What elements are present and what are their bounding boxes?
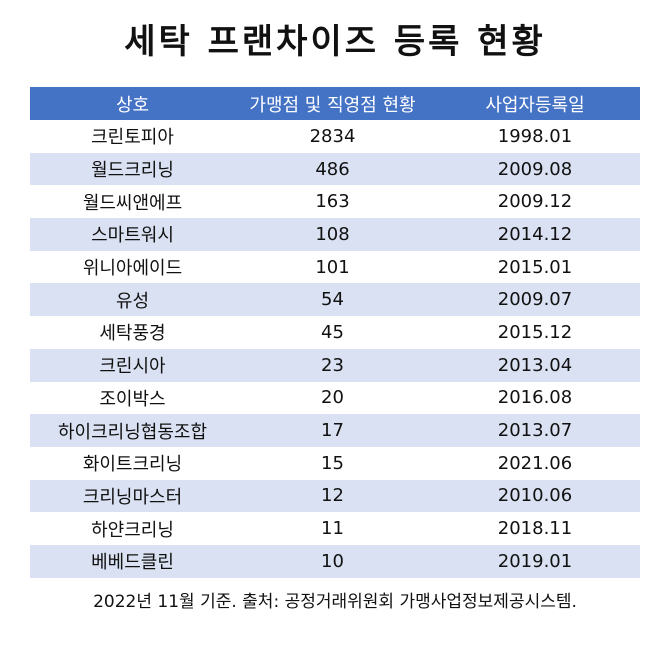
column-header-registration-date: 사업자등록일 xyxy=(485,94,585,116)
cell-registration-date: 2019.01 xyxy=(497,550,573,572)
cell-store-count: 11 xyxy=(321,518,344,540)
table-row: 월드크리닝 486 2009.08 xyxy=(30,152,640,186)
table-row: 월드씨앤에프 163 2009.12 xyxy=(30,185,640,218)
cell-company-name: 유성 xyxy=(115,290,150,312)
cell-company-name: 화이트크리닝 xyxy=(82,454,183,476)
column-header-name: 상호 xyxy=(115,94,150,116)
cell-company-name: 조이박스 xyxy=(99,388,166,410)
cell-store-count: 163 xyxy=(315,191,350,213)
table-row: 화이트크리닝 15 2021.06 xyxy=(30,447,640,480)
cell-registration-date: 1998.01 xyxy=(497,125,573,147)
cell-store-count: 486 xyxy=(315,158,350,180)
table-row: 베베드클린 10 2019.01 xyxy=(30,544,640,578)
cell-company-name: 크린시아 xyxy=(99,356,166,378)
cell-company-name: 하이크리닝협동조합 xyxy=(57,421,208,443)
table-row: 세탁풍경 45 2015.12 xyxy=(30,316,640,349)
column-header-stores: 가맹점 및 직영점 현황 xyxy=(249,94,416,116)
cell-store-count: 15 xyxy=(321,452,344,474)
cell-company-name: 크리닝마스터 xyxy=(82,486,183,508)
cell-company-name: 스마트워시 xyxy=(91,225,174,247)
cell-store-count: 17 xyxy=(321,420,344,442)
table-row: 하얀크리닝 11 2018.11 xyxy=(30,512,640,545)
cell-company-name: 월드씨앤에프 xyxy=(82,192,183,214)
cell-store-count: 20 xyxy=(321,387,344,409)
cell-store-count: 2834 xyxy=(309,125,356,147)
table-row: 유성 54 2009.07 xyxy=(30,283,640,317)
cell-registration-date: 2016.08 xyxy=(497,387,573,409)
cell-company-name: 하얀크리닝 xyxy=(91,519,174,541)
cell-store-count: 45 xyxy=(321,321,344,343)
table-row: 위니아에이드 101 2015.01 xyxy=(30,251,640,284)
cell-registration-date: 2013.07 xyxy=(497,420,573,442)
cell-registration-date: 2009.12 xyxy=(497,191,573,213)
cell-registration-date: 2015.01 xyxy=(497,256,573,278)
table-row: 하이크리닝협동조합 17 2013.07 xyxy=(30,414,640,447)
cell-registration-date: 2009.08 xyxy=(497,158,573,180)
table-row: 조이박스 20 2016.08 xyxy=(30,382,640,415)
source-note: 2022년 11월 기준. 출처: 공정거래위원회 가맹사업정보제공시스템. xyxy=(93,592,577,612)
cell-store-count: 54 xyxy=(321,289,344,311)
cell-registration-date: 2018.11 xyxy=(497,518,573,540)
cell-store-count: 108 xyxy=(315,223,350,245)
table-row: 크린토피아 2834 1998.01 xyxy=(30,120,640,153)
table-row: 크린시아 23 2013.04 xyxy=(30,348,640,382)
cell-registration-date: 2014.12 xyxy=(497,223,573,245)
table-header-row: 상호 가맹점 및 직영점 현황 사업자등록일 xyxy=(30,87,640,120)
table-row: 스마트워시 108 2014.12 xyxy=(30,218,640,251)
cell-company-name: 세탁풍경 xyxy=(99,323,166,345)
cell-registration-date: 2015.12 xyxy=(497,321,573,343)
cell-company-name: 크린토피아 xyxy=(91,127,174,149)
page-title: 세탁 프랜차이즈 등록 현황 xyxy=(124,22,546,62)
table-body: 크린토피아 2834 1998.01 월드크리닝 486 2009.08 월드씨앤에프 163… xyxy=(30,120,640,578)
cell-registration-date: 2021.06 xyxy=(497,452,573,474)
table-row: 크리닝마스터 12 2010.06 xyxy=(30,479,640,513)
cell-company-name: 위니아에이드 xyxy=(82,258,183,280)
cell-company-name: 베베드클린 xyxy=(91,552,174,574)
franchise-table: 상호 가맹점 및 직영점 현황 사업자등록일 크린토피아 2834 1998.01 월… xyxy=(30,87,640,578)
cell-store-count: 10 xyxy=(321,550,344,572)
cell-registration-date: 2010.06 xyxy=(497,485,573,507)
cell-company-name: 월드크리닝 xyxy=(91,160,174,182)
cell-store-count: 23 xyxy=(321,354,344,376)
cell-registration-date: 2009.07 xyxy=(497,289,573,311)
cell-registration-date: 2013.04 xyxy=(497,354,573,376)
cell-store-count: 12 xyxy=(321,485,344,507)
cell-store-count: 101 xyxy=(315,256,350,278)
